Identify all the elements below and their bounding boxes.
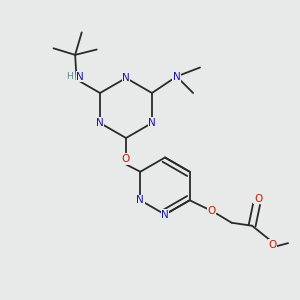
Text: N: N bbox=[173, 71, 181, 82]
Text: O: O bbox=[268, 240, 277, 250]
Text: N: N bbox=[122, 73, 130, 83]
Text: O: O bbox=[122, 154, 130, 164]
Text: N: N bbox=[148, 118, 156, 128]
Text: O: O bbox=[207, 206, 215, 216]
Text: N: N bbox=[136, 195, 144, 205]
Text: N: N bbox=[76, 71, 84, 82]
Text: N: N bbox=[161, 209, 169, 220]
Text: N: N bbox=[96, 118, 104, 128]
Text: H: H bbox=[66, 72, 73, 81]
Text: O: O bbox=[254, 194, 262, 204]
